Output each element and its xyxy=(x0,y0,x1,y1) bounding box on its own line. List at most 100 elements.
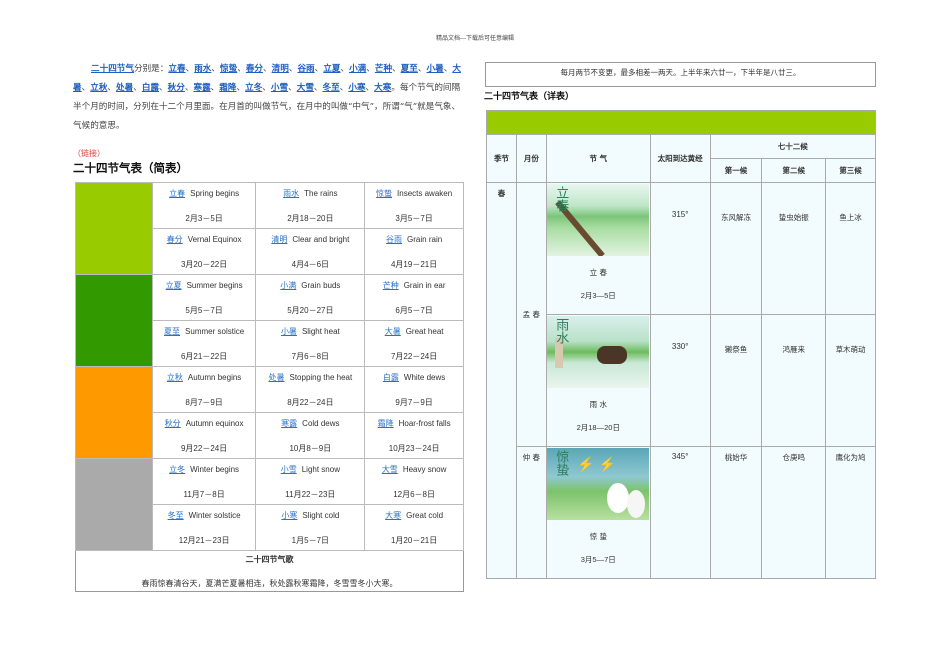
term-en: Winter begins xyxy=(190,464,240,474)
term-cell: 小满 Grain buds 5月20－27日 xyxy=(255,274,366,321)
term-date: 5月5－7日 xyxy=(185,305,223,315)
term-link[interactable]: 芒种 xyxy=(374,64,393,74)
term-link[interactable]: 夏至 xyxy=(164,326,181,336)
term-cell: 清明 Clear and bright 4月4－6日 xyxy=(255,228,366,275)
term-cell: 霜降 Hoar-frost falls 10月23－24日 xyxy=(364,412,464,459)
term-date: 8月22－24日 xyxy=(287,397,334,407)
term-link[interactable]: 霜降 xyxy=(377,418,394,428)
table-row: 立冬 Winter begins 11月7－8日 小雪 Light snow 11月22－… xyxy=(75,458,464,551)
term-link[interactable]: 霜降 xyxy=(219,83,237,93)
term-link[interactable]: 立冬 xyxy=(245,83,263,93)
term-en: Cold dews xyxy=(302,418,340,428)
term-link[interactable]: 小雪 xyxy=(270,83,289,93)
term-date: 2月3－5日 xyxy=(185,213,223,223)
term-link[interactable]: 小寒 xyxy=(348,83,366,93)
term-link[interactable]: 立秋 xyxy=(166,372,183,382)
term-link[interactable]: 立夏 xyxy=(165,280,182,290)
term-link[interactable]: 小暑 xyxy=(280,326,297,336)
term-cell: 春分 Vernal Equinox 3月20－22日 xyxy=(151,228,257,275)
longitude-cell: 315° xyxy=(649,182,711,315)
term-links: 立春、雨水、惊蛰、春分、清明、谷雨、立夏、小满、芒种、夏至、小暑、大暑、立秋、处… xyxy=(73,64,461,93)
term-link[interactable]: 立春 xyxy=(169,188,186,198)
col-term: 节 气 xyxy=(545,134,651,183)
term-link[interactable]: 小满 xyxy=(280,280,297,290)
term-cell: 大雪 Heavy snow 12月6－8日 xyxy=(364,458,464,505)
term-link[interactable]: 小暑 xyxy=(426,64,444,74)
term-link[interactable]: 惊蛰 xyxy=(376,188,393,198)
link-label[interactable]: （链接） xyxy=(73,149,105,158)
term-date: 11月7－8日 xyxy=(183,489,225,499)
term-link[interactable]: 大雪 xyxy=(296,83,314,93)
term-en: Slight heat xyxy=(301,326,340,336)
month-cell: 孟 春 xyxy=(515,182,547,447)
term-cell: 白露 White dews 9月7－9日 xyxy=(364,366,464,413)
term-link[interactable]: 春分 xyxy=(245,64,264,74)
term-link[interactable]: 惊蛰 xyxy=(220,64,238,74)
term-cell: 立春 立 春 2月3—5日 xyxy=(545,182,651,315)
term-link[interactable]: 秋分 xyxy=(164,418,181,428)
term-link[interactable]: 小满 xyxy=(349,64,367,74)
term-link[interactable]: 小寒 xyxy=(281,510,298,520)
term-link[interactable]: 清明 xyxy=(271,64,289,74)
term-date: 8月7－9日 xyxy=(185,397,223,407)
term-link[interactable]: 大雪 xyxy=(381,464,398,474)
table-row: 立夏 Summer begins 5月5－7日 小满 Grain buds 5月20－27… xyxy=(75,274,464,367)
term-link[interactable]: 处暑 xyxy=(268,372,285,382)
hou-cell: 桃始华 xyxy=(709,446,763,579)
term-link[interactable]: 立春 xyxy=(168,64,186,74)
term-cell: 秋分 Autumn equinox 9月22－24日 xyxy=(151,412,257,459)
hou-cell: 草木萌动 xyxy=(825,314,876,447)
hou-cell: 鹰化为鸠 xyxy=(825,446,876,579)
term-name: 立 春 xyxy=(589,268,607,277)
term-link[interactable]: 秋分 xyxy=(167,83,185,93)
table-row: 立春 Spring begins 2月3－5日 雨水 The rains 2月18－20日… xyxy=(75,182,464,275)
term-link[interactable]: 寒露 xyxy=(193,83,211,93)
term-link[interactable]: 谷雨 xyxy=(297,64,315,74)
term-name: 惊 蛰 xyxy=(589,532,607,541)
term-link[interactable]: 夏至 xyxy=(400,64,418,74)
term-link[interactable]: 冬至 xyxy=(167,510,184,520)
term-illustration: 雨水 xyxy=(547,316,650,388)
term-link[interactable]: 小雪 xyxy=(280,464,297,474)
term-link[interactable]: 大暑 xyxy=(384,326,401,336)
term-link[interactable]: 春分 xyxy=(166,234,183,244)
term-link[interactable]: 雨水 xyxy=(283,188,300,198)
hou-cell: 仓庚鸣 xyxy=(761,446,827,579)
hou-cell: 鱼上冰 xyxy=(825,182,876,315)
term-date: 2月18－20日 xyxy=(287,213,334,223)
term-cell: 立冬 Winter begins 11月7－8日 xyxy=(151,458,257,505)
month-cell: 仲 春 xyxy=(515,446,547,579)
term-en: Heavy snow xyxy=(402,464,447,474)
term-link[interactable]: 立秋 xyxy=(90,83,108,93)
term-cell: 谷雨 Grain rain 4月19－21日 xyxy=(364,228,464,275)
illustration-lettering: 雨水 xyxy=(553,318,569,344)
term-link[interactable]: 白露 xyxy=(382,372,399,382)
term-cell: 处暑 Stopping the heat 8月22－24日 xyxy=(255,366,366,413)
season-color-cell xyxy=(75,366,153,459)
term-cell: 冬至 Winter solstice 12月21－23日 xyxy=(151,504,257,551)
term-link[interactable]: 立冬 xyxy=(169,464,186,474)
term-link[interactable]: 芒种 xyxy=(382,280,399,290)
table-row: 雨水 雨 水 2月18—20日 330° 獭祭鱼 鸿雁来 草木萌动 xyxy=(487,314,876,447)
term-link[interactable]: 白露 xyxy=(141,83,160,93)
term-link[interactable]: 大暑 xyxy=(73,64,461,93)
term-link[interactable]: 雨水 xyxy=(194,64,212,74)
term-link[interactable]: 寒露 xyxy=(281,418,298,428)
longitude-cell: 330° xyxy=(649,314,711,447)
term-en: Spring begins xyxy=(190,188,240,198)
term-link[interactable]: 清明 xyxy=(271,234,288,244)
term-en: White dews xyxy=(403,372,446,382)
detail-header-bar xyxy=(486,110,876,135)
term-link[interactable]: 冬至 xyxy=(322,83,340,93)
term-link[interactable]: 大寒 xyxy=(385,510,402,520)
col-season: 季节 xyxy=(486,134,517,183)
term-link[interactable]: 处暑 xyxy=(116,83,134,93)
term-link[interactable]: 立夏 xyxy=(323,64,341,74)
col-longitude: 太阳到达黄经 xyxy=(649,134,711,183)
term-link[interactable]: 大寒 xyxy=(374,83,392,93)
term-date: 6月5－7日 xyxy=(395,305,433,315)
term-date: 7月22－24日 xyxy=(390,351,438,361)
term-link[interactable]: 谷雨 xyxy=(386,234,403,244)
link-solar-terms[interactable]: 二十四节气 xyxy=(91,64,134,74)
simple-table-title: 二十四节气表（简表） xyxy=(73,161,188,175)
